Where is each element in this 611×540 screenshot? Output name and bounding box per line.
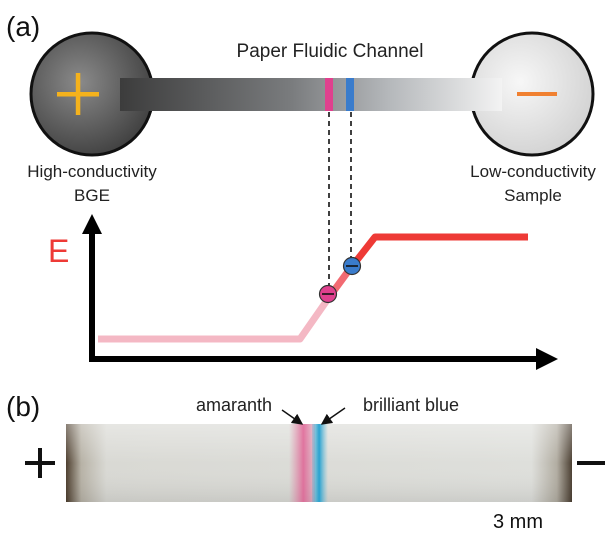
scale-label: 3 mm <box>493 511 543 533</box>
scale-bar <box>474 509 562 512</box>
channel-title: Paper Fluidic Channel <box>237 41 424 62</box>
strip-minus-icon <box>577 461 605 465</box>
paper-channel-overlay <box>120 78 502 111</box>
left-reservoir-line2: BGE <box>74 186 110 205</box>
strip-plus-icon <box>25 448 55 478</box>
paper-strip-photo <box>66 424 572 502</box>
field-curve <box>98 233 528 343</box>
minus-icon <box>517 92 557 96</box>
field-axes <box>82 214 558 370</box>
plus-icon <box>57 73 99 115</box>
brilliant-blue-arrow <box>320 407 346 425</box>
blue-ion-marker <box>342 256 362 276</box>
axis-label-e: E <box>48 233 69 269</box>
left-reservoir-line1: High-conductivity <box>27 162 157 181</box>
brilliant-blue-label: brilliant blue <box>363 395 459 415</box>
right-reservoir-line2: Sample <box>504 186 562 205</box>
panel-b-label: (b) <box>6 391 40 422</box>
panel-a-label: (a) <box>6 11 40 42</box>
blue-band-photo <box>312 424 328 502</box>
amaranth-label: amaranth <box>196 395 272 415</box>
amaranth-arrow <box>281 409 304 425</box>
amaranth-band-photo <box>289 424 315 502</box>
amaranth-band <box>325 78 333 111</box>
amaranth-ion-marker <box>318 284 338 304</box>
blue-band <box>346 78 354 111</box>
right-reservoir-line1: Low-conductivity <box>470 162 596 181</box>
